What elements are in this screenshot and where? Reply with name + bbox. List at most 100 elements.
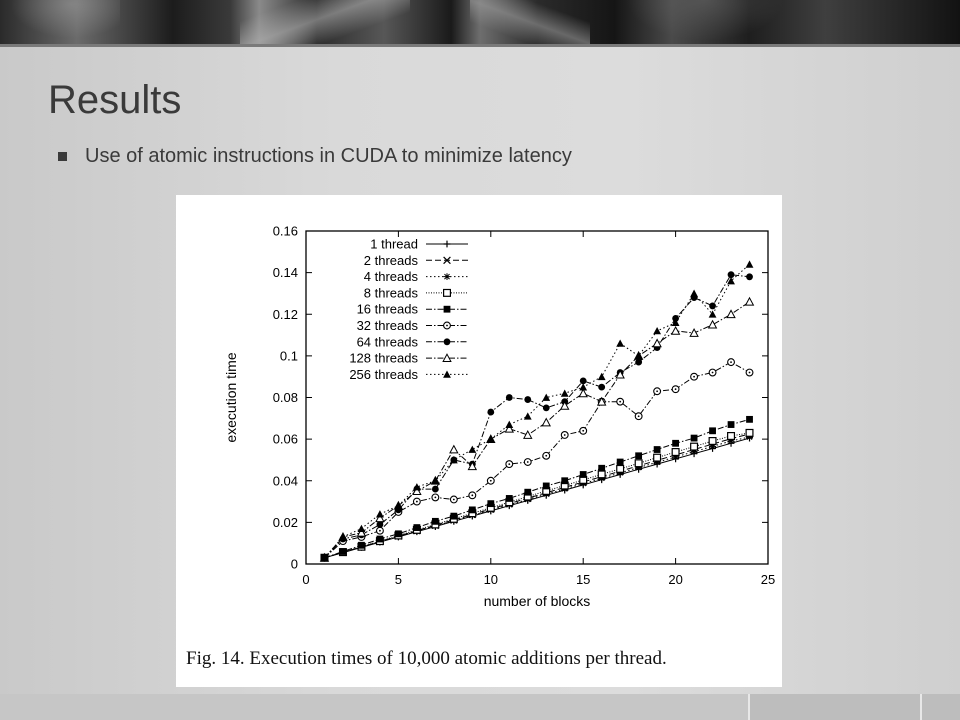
y-tick-label: 0.16 [273, 224, 298, 239]
data-point [635, 464, 643, 472]
series-line [324, 433, 750, 559]
data-point [356, 527, 367, 537]
data-point [376, 510, 384, 518]
series-1-thread [321, 434, 753, 562]
data-point-dot [637, 415, 640, 418]
data-point [689, 328, 699, 337]
square-bullet-icon [58, 152, 67, 161]
legend-entry: 16 threads [357, 302, 468, 317]
y-tick-label: 0.06 [273, 432, 298, 447]
legend-label: 32 threads [357, 318, 419, 333]
data-point [523, 430, 533, 439]
data-point-dot [748, 371, 751, 374]
data-point [598, 464, 606, 472]
data-point-dot [619, 400, 622, 403]
data-point-dot [415, 500, 418, 503]
legend-marker [443, 256, 451, 265]
x-tick-label: 0 [302, 572, 309, 587]
x-tick-label: 15 [576, 572, 590, 587]
data-point [709, 427, 716, 435]
series-line [324, 418, 750, 559]
data-point [726, 309, 736, 319]
legend-marker [443, 305, 451, 313]
data-point [616, 464, 625, 473]
data-point [690, 442, 699, 451]
data-point [596, 396, 607, 406]
data-point [709, 302, 716, 310]
data-point [541, 417, 551, 427]
data-point [542, 404, 550, 412]
data-point-dot [730, 361, 732, 364]
data-point [634, 351, 643, 360]
bullet-text: Use of atomic instructions in CUDA to mi… [85, 145, 572, 167]
figure-caption: Fig. 14. Execution times of 10,000 atomi… [186, 648, 667, 669]
legend-marker [443, 370, 451, 378]
series-line [324, 361, 750, 559]
data-point [653, 453, 662, 462]
legend-marker [443, 338, 451, 346]
series-16-threads [321, 415, 753, 562]
data-point [542, 482, 550, 490]
data-point [746, 433, 753, 441]
data-point [450, 512, 458, 520]
data-point-dot [563, 434, 566, 436]
series-2-threads [320, 430, 754, 562]
data-point [653, 446, 661, 453]
data-point [578, 388, 588, 398]
series-line [324, 274, 750, 559]
legend-label: 4 threads [364, 269, 419, 284]
data-point [357, 524, 366, 533]
data-point [467, 461, 478, 471]
legend-marker [443, 240, 451, 248]
header-banner-image [0, 0, 960, 44]
data-point [486, 435, 495, 443]
data-point-dot [711, 371, 714, 374]
data-point [523, 412, 532, 420]
x-tick-label: 10 [484, 572, 498, 587]
data-point [358, 541, 365, 549]
data-point [745, 260, 754, 268]
data-point [672, 439, 679, 447]
data-point [745, 428, 754, 437]
y-tick-label: 0.04 [273, 473, 298, 488]
legend-entry: 256 threads [349, 367, 468, 382]
data-point [431, 517, 439, 525]
legend-label: 64 threads [357, 334, 419, 349]
legend-label: 8 threads [364, 285, 419, 300]
data-point [320, 553, 329, 562]
data-point [634, 459, 643, 468]
data-point [449, 456, 458, 464]
legend-label: 256 threads [349, 367, 418, 382]
data-point [524, 396, 532, 403]
data-point [653, 327, 662, 335]
legend-entry: 1 thread [370, 237, 468, 252]
data-point [653, 458, 661, 466]
data-point-dot [434, 496, 437, 499]
data-point [559, 400, 570, 410]
data-point [690, 434, 698, 442]
data-point [727, 271, 735, 279]
data-point [707, 319, 718, 329]
data-point [616, 458, 624, 466]
data-point [708, 436, 717, 445]
data-point [431, 485, 439, 493]
y-tick-label: 0.02 [273, 515, 298, 530]
series-layer [319, 260, 755, 562]
x-axis-label: number of blocks [484, 593, 591, 609]
data-point [579, 383, 588, 391]
y-tick-label: 0.1 [280, 348, 298, 363]
data-point [412, 483, 421, 491]
data-point-dot [508, 463, 511, 465]
data-point [504, 423, 515, 433]
data-point [579, 377, 587, 385]
y-tick-label: 0.14 [273, 265, 298, 280]
legend-marker [443, 288, 452, 297]
legend-entry: 2 threads [364, 253, 468, 268]
data-point [708, 310, 717, 318]
data-point [395, 530, 402, 538]
data-point [468, 445, 477, 453]
banner-divider [0, 44, 960, 47]
x-tick-label: 5 [395, 572, 402, 587]
